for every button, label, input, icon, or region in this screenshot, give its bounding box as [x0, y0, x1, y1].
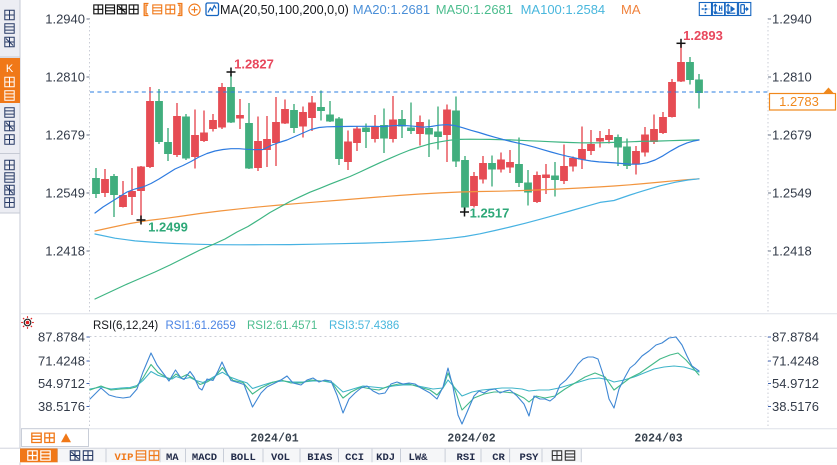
svg-text:1.2418: 1.2418	[45, 244, 85, 259]
svg-text:MA: MA	[621, 2, 641, 17]
svg-text:1.2940: 1.2940	[45, 12, 85, 27]
svg-text:1.2679: 1.2679	[772, 128, 812, 143]
svg-text:1.2517: 1.2517	[470, 206, 510, 221]
svg-text:71.4248: 71.4248	[772, 354, 819, 369]
svg-text:RSI2:61.4571: RSI2:61.4571	[247, 320, 317, 332]
svg-text:1.2940: 1.2940	[772, 12, 812, 27]
svg-text:87.8784: 87.8784	[772, 330, 819, 345]
svg-text:RSI1:61.2659: RSI1:61.2659	[166, 320, 236, 332]
svg-text:1.2810: 1.2810	[772, 70, 812, 85]
svg-text:K: K	[6, 63, 14, 75]
svg-text:MA50:1.2681: MA50:1.2681	[436, 2, 513, 17]
svg-text:71.4248: 71.4248	[38, 354, 85, 369]
svg-text:54.9712: 54.9712	[38, 376, 85, 391]
svg-text:2024/03: 2024/03	[634, 432, 682, 445]
svg-text:RSI: RSI	[457, 452, 476, 464]
svg-text:1.2893: 1.2893	[683, 28, 723, 43]
svg-text:1.2783: 1.2783	[779, 94, 819, 109]
svg-text:BIAS: BIAS	[307, 452, 332, 464]
svg-text:2024/02: 2024/02	[447, 432, 495, 445]
svg-text:LW&: LW&	[409, 452, 429, 464]
svg-text:VOL: VOL	[271, 452, 290, 464]
svg-text:1.2549: 1.2549	[772, 186, 812, 201]
svg-text:87.8784: 87.8784	[38, 330, 85, 345]
svg-text:1.2827: 1.2827	[234, 57, 274, 72]
svg-text:RSI3:57.4386: RSI3:57.4386	[329, 320, 399, 332]
svg-text:1.2549: 1.2549	[45, 186, 85, 201]
svg-text:38.5176: 38.5176	[772, 399, 819, 414]
svg-text:CR: CR	[492, 452, 505, 464]
svg-text:MA(20,50,100,200,0,0): MA(20,50,100,200,0,0)	[220, 3, 349, 17]
svg-text:1.2810: 1.2810	[45, 70, 85, 85]
svg-text:1.2499: 1.2499	[148, 220, 188, 235]
svg-text:MA100:1.2584: MA100:1.2584	[521, 2, 606, 17]
svg-text:2024/01: 2024/01	[250, 432, 298, 445]
svg-text:RSI(6,12,24): RSI(6,12,24)	[93, 320, 158, 332]
svg-text:CCI: CCI	[345, 452, 364, 464]
svg-text:BOLL: BOLL	[231, 452, 256, 464]
svg-text:MACD: MACD	[192, 452, 217, 464]
svg-text:PSY: PSY	[520, 452, 540, 464]
svg-text:1.2679: 1.2679	[45, 128, 85, 143]
svg-text:54.9712: 54.9712	[772, 376, 819, 391]
svg-text:MA: MA	[166, 452, 179, 464]
svg-text:VIP: VIP	[115, 452, 134, 464]
svg-text:MA20:1.2681: MA20:1.2681	[353, 2, 430, 17]
svg-text:1.2418: 1.2418	[772, 244, 812, 259]
svg-text:38.5176: 38.5176	[38, 399, 85, 414]
svg-text:KDJ: KDJ	[376, 452, 395, 464]
